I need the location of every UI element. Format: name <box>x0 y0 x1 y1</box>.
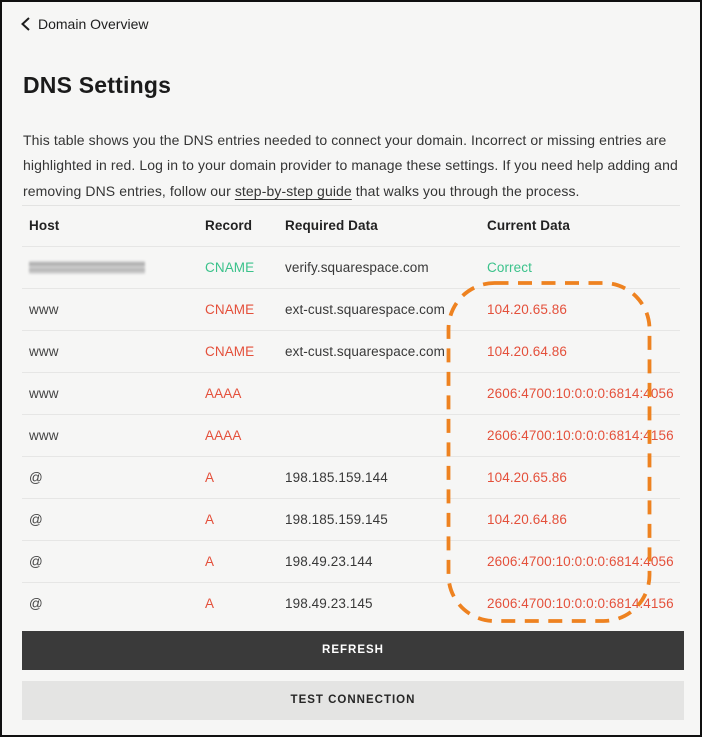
current-data-cell: 2606:4700:10:0:0:0:6814:4056 <box>487 385 674 401</box>
table-row: @ A 198.185.159.145 104.20.64.86 <box>22 497 680 540</box>
host-cell: @ <box>29 595 43 611</box>
required-data-cell: 198.49.23.144 <box>285 553 373 569</box>
current-data-cell: 104.20.65.86 <box>487 301 568 317</box>
record-cell: A <box>205 511 215 527</box>
page-title: DNS Settings <box>23 72 172 98</box>
description-text: This table shows you the DNS entries nee… <box>23 128 685 204</box>
host-cell <box>22 260 198 274</box>
table-row: www CNAME ext-cust.squarespace.com 104.2… <box>22 287 680 330</box>
host-cell: @ <box>29 553 43 569</box>
record-cell: AAAA <box>205 385 242 401</box>
table-row: www CNAME ext-cust.squarespace.com 104.2… <box>22 329 680 372</box>
required-data-cell: ext-cust.squarespace.com <box>285 343 445 359</box>
record-cell: A <box>205 469 215 485</box>
chevron-left-icon <box>21 17 30 31</box>
column-header-current-data: Current Data <box>487 218 570 234</box>
column-header-record: Record <box>205 218 253 234</box>
host-cell: www <box>29 301 59 317</box>
table-row: CNAME verify.squarespace.com Correct <box>22 245 680 288</box>
topbar: Domain Overview <box>2 2 700 34</box>
step-by-step-guide-link[interactable]: step-by-step guide <box>234 182 352 199</box>
table-row: @ A 198.185.159.144 104.20.65.86 <box>22 455 680 498</box>
current-data-cell: 104.20.64.86 <box>487 511 568 527</box>
host-cell: www <box>29 343 59 359</box>
current-data-cell: 104.20.65.86 <box>487 469 568 485</box>
record-cell: CNAME <box>205 259 255 275</box>
current-data-cell: 2606:4700:10:0:0:0:6814:4156 <box>487 595 674 611</box>
redacted-host-value <box>29 260 145 274</box>
table-row: www AAAA 2606:4700:10:0:0:0:6814:4156 <box>22 413 680 456</box>
table-header-row: Host Record Required Data Current Data <box>22 206 680 246</box>
host-cell: @ <box>29 469 43 485</box>
current-data-cell: Correct <box>487 259 532 275</box>
back-link-label: Domain Overview <box>38 16 149 32</box>
table-row: www AAAA 2606:4700:10:0:0:0:6814:4056 <box>22 371 680 414</box>
host-cell: www <box>29 385 59 401</box>
required-data-cell: ext-cust.squarespace.com <box>285 301 445 317</box>
host-cell: @ <box>29 511 43 527</box>
record-cell: AAAA <box>205 427 242 443</box>
table-row: @ A 198.49.23.145 2606:4700:10:0:0:0:681… <box>22 581 680 624</box>
required-data-cell: 198.185.159.144 <box>285 469 388 485</box>
host-cell: www <box>29 427 59 443</box>
required-data-cell: 198.49.23.145 <box>285 595 373 611</box>
required-data-cell: verify.squarespace.com <box>285 259 429 275</box>
dns-records-table: Host Record Required Data Current Data C… <box>22 204 680 624</box>
current-data-cell: 2606:4700:10:0:0:0:6814:4056 <box>487 553 674 569</box>
record-cell: CNAME <box>205 343 255 359</box>
current-data-cell: 104.20.64.86 <box>487 343 568 359</box>
refresh-button[interactable]: REFRESH <box>22 630 684 670</box>
table-row: @ A 198.49.23.144 2606:4700:10:0:0:0:681… <box>22 539 680 582</box>
description-after-link: that walks you through the process. <box>351 182 580 199</box>
column-header-required-data: Required Data <box>285 218 378 234</box>
required-data-cell: 198.185.159.145 <box>285 511 388 527</box>
record-cell: CNAME <box>205 301 255 317</box>
test-connection-button[interactable]: TEST CONNECTION <box>22 680 684 720</box>
description-before-link: This table shows you the DNS entries nee… <box>23 132 678 199</box>
current-data-cell: 2606:4700:10:0:0:0:6814:4156 <box>487 427 674 443</box>
record-cell: A <box>205 553 215 569</box>
column-header-host: Host <box>29 218 60 234</box>
record-cell: A <box>205 595 215 611</box>
back-link-domain-overview[interactable]: Domain Overview <box>20 16 148 32</box>
